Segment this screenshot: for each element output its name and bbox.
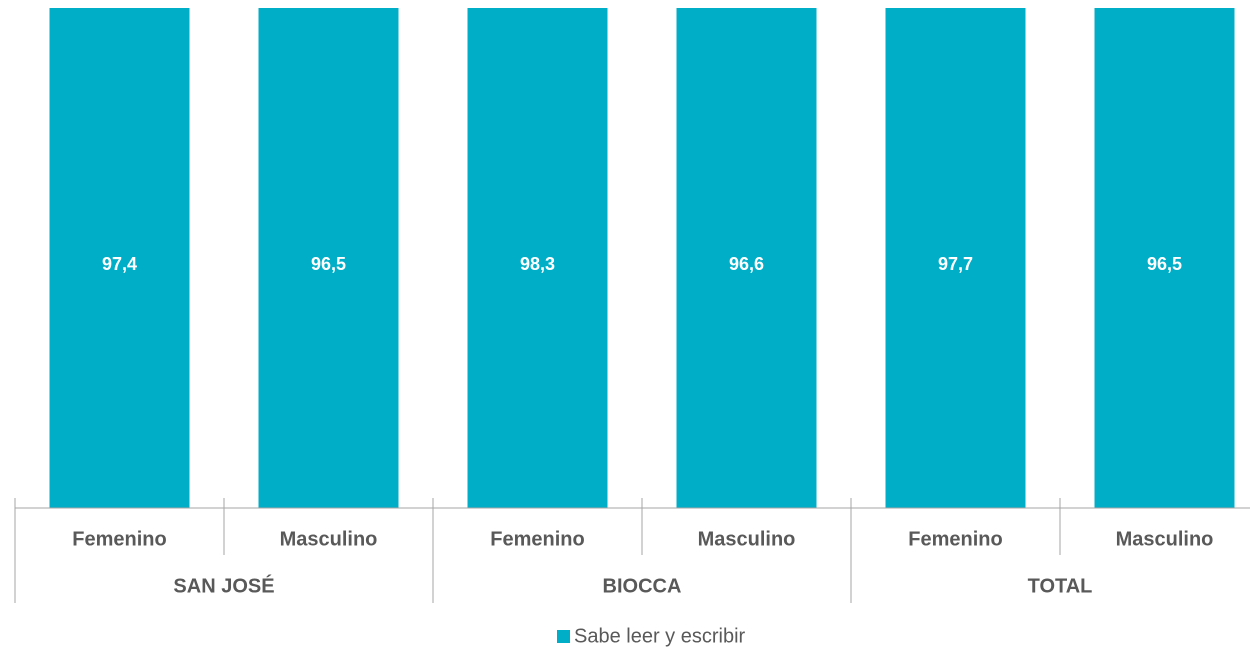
data-label: 97,7 bbox=[938, 254, 973, 274]
legend-label: Sabe leer y escribir bbox=[574, 625, 746, 647]
bar bbox=[676, 8, 817, 508]
bar bbox=[49, 8, 190, 508]
bar bbox=[1094, 8, 1235, 508]
x-tick-label: Masculino bbox=[1116, 528, 1214, 550]
data-label: 98,3 bbox=[520, 254, 555, 274]
legend-swatch bbox=[557, 630, 570, 643]
group-label: TOTAL bbox=[1028, 575, 1093, 597]
bar bbox=[467, 8, 608, 508]
data-label: 96,6 bbox=[729, 254, 764, 274]
x-tick-label: Masculino bbox=[698, 528, 796, 550]
x-tick-label: Masculino bbox=[280, 528, 378, 550]
x-tick-label: Femenino bbox=[72, 528, 166, 550]
data-label: 97,4 bbox=[102, 254, 137, 274]
x-tick-label: Femenino bbox=[908, 528, 1002, 550]
bar bbox=[258, 8, 399, 508]
bar bbox=[885, 8, 1026, 508]
x-tick-label: Femenino bbox=[490, 528, 584, 550]
data-label: 96,5 bbox=[311, 254, 346, 274]
plot-area bbox=[49, 8, 1235, 508]
data-label: 96,5 bbox=[1147, 254, 1182, 274]
group-label: BIOCCA bbox=[603, 575, 682, 597]
group-label: SAN JOSÉ bbox=[173, 574, 274, 597]
